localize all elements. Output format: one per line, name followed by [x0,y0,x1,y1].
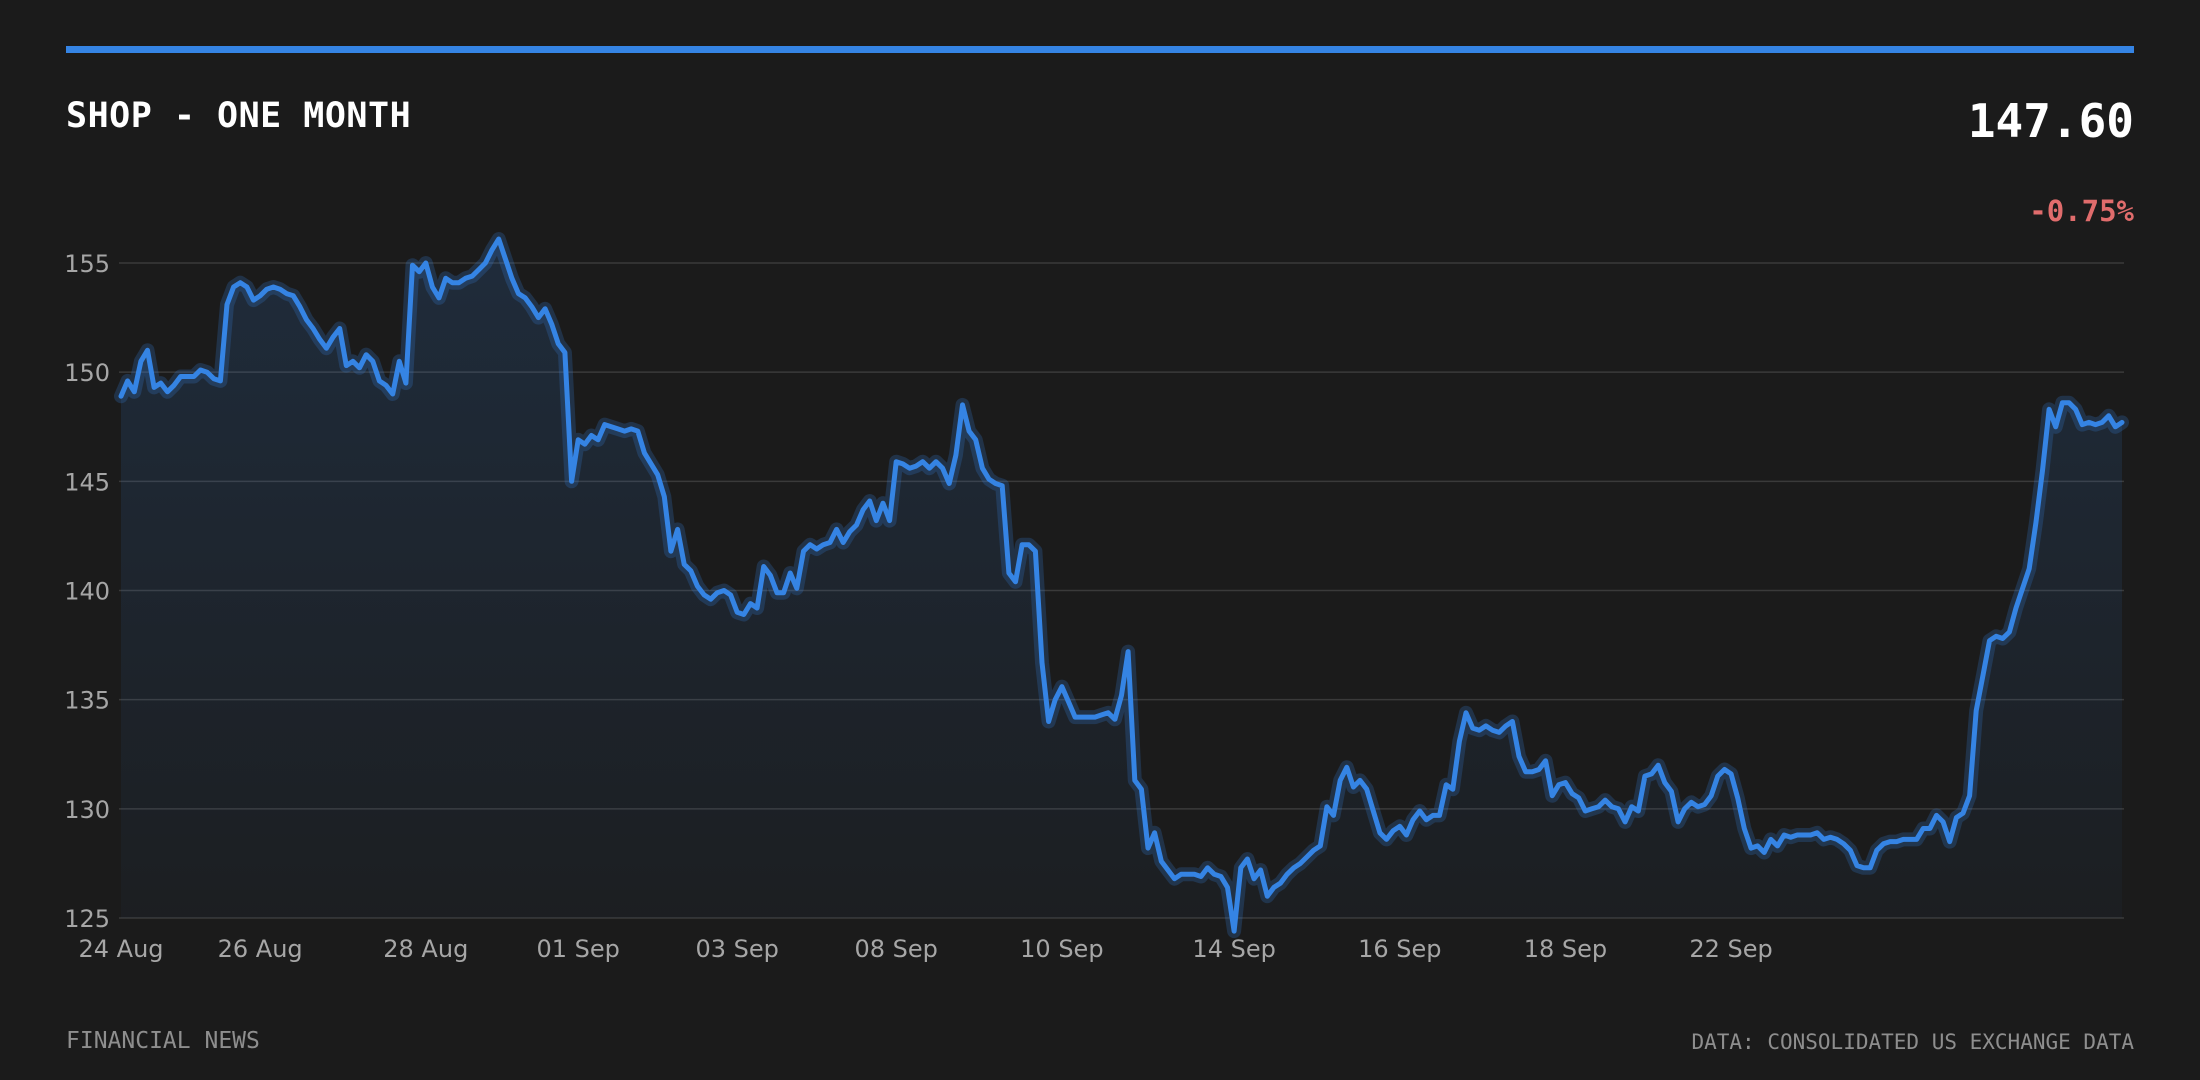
plot-area [114,232,2129,939]
header-accent-bar [66,46,2134,53]
x-tick-label: 26 Aug [218,935,303,963]
x-tick-label: 16 Sep [1358,935,1441,963]
x-tick-label: 03 Sep [695,935,778,963]
x-tick-label: 08 Sep [855,935,938,963]
y-tick-label: 135 [64,687,110,715]
chart-title: SHOP - ONE MONTH [66,96,412,136]
price-line [118,236,2125,934]
x-axis: 24 Aug 26 Aug 28 Aug 01 Sep 03 Sep 08 Sep 10 S… [78,935,1772,963]
x-tick-label: 18 Sep [1524,935,1607,963]
y-tick-label: 155 [64,250,110,278]
y-tick-label: 130 [64,796,110,824]
footer-data-source: DATA: CONSOLIDATED US EXCHANGE DATA [1691,1030,2134,1054]
price-area-fill [121,239,2122,932]
x-tick-label: 01 Sep [536,935,619,963]
y-tick-label: 140 [64,578,110,606]
x-tick-label: 10 Sep [1020,935,1103,963]
y-tick-label: 150 [64,359,110,387]
x-tick-label: 22 Sep [1689,935,1772,963]
price-change-percent: -0.75% [2029,194,2134,228]
current-price: 147.60 [1967,94,2134,148]
price-chart: 125 130 135 140 145 150 155 24 Aug 26 Aug 28 Aug… [64,232,2129,963]
x-tick-label: 14 Sep [1192,935,1275,963]
y-tick-label: 125 [64,905,110,933]
footer-source-left: FINANCIAL NEWS [66,1028,260,1054]
x-tick-label: 28 Aug [383,935,468,963]
y-axis: 125 130 135 140 145 150 155 [64,250,110,933]
y-tick-label: 145 [64,468,110,496]
x-tick-label: 24 Aug [78,935,163,963]
